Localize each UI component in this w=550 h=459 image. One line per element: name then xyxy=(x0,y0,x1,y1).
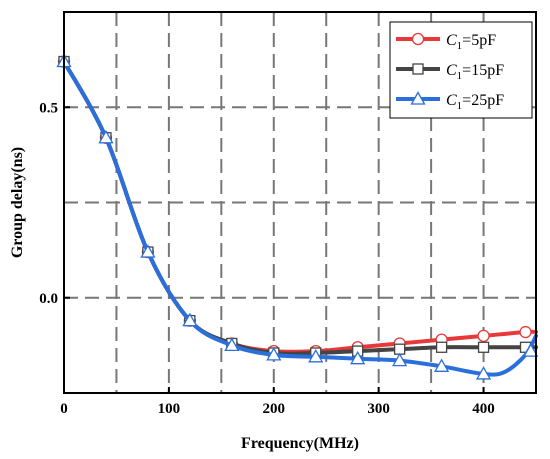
legend-item-2: C1=15pF xyxy=(396,62,504,82)
legend-item-1: C1=5pF xyxy=(396,32,496,52)
data-point-triangle xyxy=(266,347,282,361)
data-point-triangle xyxy=(392,352,408,367)
data-point-square xyxy=(435,341,448,353)
data-point-circle xyxy=(477,329,490,343)
data-point-triangle xyxy=(308,348,324,363)
data-point-triangle xyxy=(224,337,240,352)
data-point-triangle xyxy=(182,312,198,327)
data-point-triangle xyxy=(475,366,492,380)
data-point-triangle xyxy=(98,129,114,144)
legend-item-3: C1=25pF xyxy=(396,91,504,112)
x-tick-label: 400 xyxy=(472,401,495,417)
data-point-square xyxy=(393,343,406,355)
data-point-circle xyxy=(519,325,532,339)
y-tick-label: 0.5 xyxy=(39,100,58,116)
axis-ticks: 0 100 200 300 400 0.5 0.0 xyxy=(39,100,495,417)
legend-label: C1=5pF xyxy=(446,32,496,52)
y-axis-title: Group delay(ns) xyxy=(9,147,26,258)
data-point-triangle xyxy=(433,358,450,372)
legend-swatch-marker xyxy=(412,63,424,75)
data-point-triangle xyxy=(350,350,366,365)
data-point-triangle xyxy=(523,343,539,357)
x-tick-label: 100 xyxy=(158,401,181,417)
legend: C1=5pF C1=15pF C1=25pF xyxy=(389,21,533,119)
data-point-triangle xyxy=(140,244,156,258)
x-tick-label: 300 xyxy=(367,401,390,417)
legend-swatch-marker xyxy=(410,91,426,105)
x-tick-label: 0 xyxy=(60,401,68,417)
legend-label: C1=15pF xyxy=(446,62,504,82)
plot-frame xyxy=(63,11,537,394)
y-tick-label: 0.0 xyxy=(39,291,58,307)
legend-swatch-marker xyxy=(411,32,425,46)
data-point-square xyxy=(477,341,490,353)
x-tick-label: 200 xyxy=(263,401,286,417)
x-axis-title: Frequency(MHz) xyxy=(241,435,359,452)
legend-label: C1=25pF xyxy=(446,92,504,112)
